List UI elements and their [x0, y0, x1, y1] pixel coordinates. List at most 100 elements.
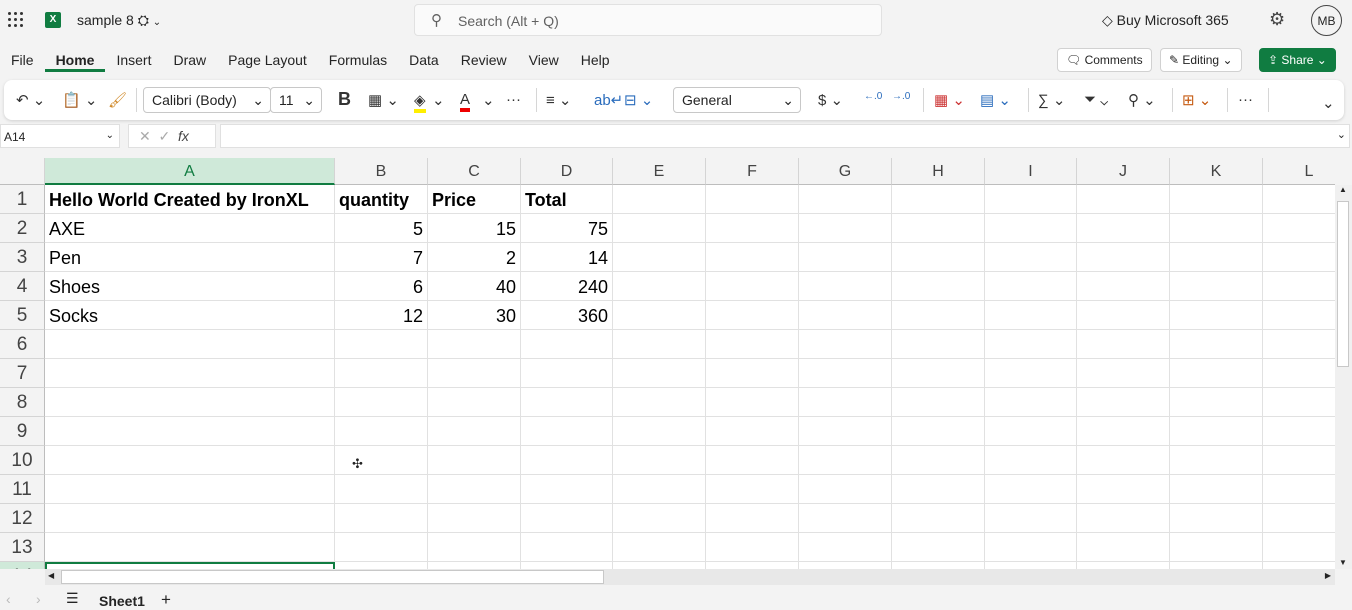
cell-L4[interactable]: [1263, 272, 1335, 301]
cell-D11[interactable]: [521, 475, 613, 504]
cell-I12[interactable]: [985, 504, 1077, 533]
expand-formula-bar-icon[interactable]: ⌄: [1336, 129, 1346, 141]
formula-input[interactable]: [220, 124, 1350, 148]
currency-icon[interactable]: $ ⌄: [818, 92, 844, 109]
cell-I13[interactable]: [985, 533, 1077, 562]
tab-home[interactable]: Home: [44, 50, 106, 72]
decrease-decimal-icon[interactable]: →.0: [892, 91, 911, 102]
row-header-4[interactable]: 4: [0, 272, 45, 301]
cell-H7[interactable]: [892, 359, 985, 388]
format-painter-icon[interactable]: 🖌: [108, 92, 128, 109]
cell-A12[interactable]: [45, 504, 335, 533]
cell-F2[interactable]: [706, 214, 799, 243]
cell-D2[interactable]: 75: [521, 214, 613, 243]
cell-G14[interactable]: [799, 562, 892, 569]
cell-I1[interactable]: [985, 185, 1077, 214]
cell-D13[interactable]: [521, 533, 613, 562]
cell-J1[interactable]: [1077, 185, 1170, 214]
cell-H4[interactable]: [892, 272, 985, 301]
cell-G11[interactable]: [799, 475, 892, 504]
cell-A13[interactable]: [45, 533, 335, 562]
cell-L10[interactable]: [1263, 446, 1335, 475]
tab-review[interactable]: Review: [460, 52, 507, 68]
cell-G8[interactable]: [799, 388, 892, 417]
cell-E13[interactable]: [613, 533, 706, 562]
cell-E14[interactable]: [613, 562, 706, 569]
find-icon[interactable]: ⚲ ⌄: [1128, 92, 1156, 109]
cell-F8[interactable]: [706, 388, 799, 417]
cell-L9[interactable]: [1263, 417, 1335, 446]
cell-D14[interactable]: [521, 562, 613, 569]
format-as-table-icon[interactable]: ▤ ⌄: [980, 92, 1011, 109]
cell-C8[interactable]: [428, 388, 521, 417]
cell-D3[interactable]: 14: [521, 243, 613, 272]
cell-F10[interactable]: [706, 446, 799, 475]
tab-page-layout[interactable]: Page Layout: [228, 52, 307, 68]
font-color-icon[interactable]: A: [460, 91, 471, 112]
cell-F14[interactable]: [706, 562, 799, 569]
cell-K4[interactable]: [1170, 272, 1263, 301]
settings-gear-icon[interactable]: ⚙: [1269, 9, 1286, 29]
cell-D8[interactable]: [521, 388, 613, 417]
add-sheet-icon[interactable]: +: [161, 590, 171, 609]
cell-L6[interactable]: [1263, 330, 1335, 359]
autosum-icon[interactable]: ∑ ⌄: [1038, 92, 1066, 109]
cell-B11[interactable]: [335, 475, 428, 504]
cell-G2[interactable]: [799, 214, 892, 243]
column-header-E[interactable]: E: [613, 158, 706, 185]
align-icon[interactable]: ≡ ⌄: [546, 92, 572, 109]
cell-A11[interactable]: [45, 475, 335, 504]
cell-C13[interactable]: [428, 533, 521, 562]
cell-L5[interactable]: [1263, 301, 1335, 330]
column-header-C[interactable]: C: [428, 158, 521, 185]
cell-B3[interactable]: 7: [335, 243, 428, 272]
cell-E11[interactable]: [613, 475, 706, 504]
cell-H1[interactable]: [892, 185, 985, 214]
cell-F1[interactable]: [706, 185, 799, 214]
cell-C4[interactable]: 40: [428, 272, 521, 301]
fill-color-icon[interactable]: ◈: [414, 91, 426, 113]
undo-icon[interactable]: ↶ ⌄: [16, 92, 46, 109]
cell-H12[interactable]: [892, 504, 985, 533]
cell-B10[interactable]: [335, 446, 428, 475]
all-sheets-icon[interactable]: ☰: [66, 590, 79, 606]
tab-formulas[interactable]: Formulas: [328, 52, 388, 68]
next-sheet-icon[interactable]: ›: [36, 591, 41, 607]
cell-K6[interactable]: [1170, 330, 1263, 359]
cell-I11[interactable]: [985, 475, 1077, 504]
prev-sheet-icon[interactable]: ‹: [6, 591, 11, 607]
row-header-12[interactable]: 12: [0, 504, 45, 533]
cell-I7[interactable]: [985, 359, 1077, 388]
cell-B1[interactable]: quantity: [335, 185, 428, 214]
cell-C3[interactable]: 2: [428, 243, 521, 272]
row-header-10[interactable]: 10: [0, 446, 45, 475]
cell-K13[interactable]: [1170, 533, 1263, 562]
cell-G12[interactable]: [799, 504, 892, 533]
cell-E1[interactable]: [613, 185, 706, 214]
cell-H10[interactable]: [892, 446, 985, 475]
cell-G1[interactable]: [799, 185, 892, 214]
cell-F7[interactable]: [706, 359, 799, 388]
cell-J10[interactable]: [1077, 446, 1170, 475]
row-header-6[interactable]: 6: [0, 330, 45, 359]
tab-view[interactable]: View: [528, 52, 559, 68]
cell-E6[interactable]: [613, 330, 706, 359]
cell-I8[interactable]: [985, 388, 1077, 417]
more-options-icon[interactable]: ···: [506, 91, 521, 108]
column-header-B[interactable]: B: [335, 158, 428, 185]
cell-J3[interactable]: [1077, 243, 1170, 272]
cell-G10[interactable]: [799, 446, 892, 475]
cell-D9[interactable]: [521, 417, 613, 446]
cell-F9[interactable]: [706, 417, 799, 446]
vertical-scrollbar[interactable]: ▲ ▼: [1335, 185, 1352, 569]
cell-F5[interactable]: [706, 301, 799, 330]
sort-filter-icon[interactable]: ⏷ ⌄: [1084, 91, 1109, 108]
cell-A9[interactable]: [45, 417, 335, 446]
scroll-up-icon[interactable]: ▲: [1339, 185, 1347, 194]
cell-I6[interactable]: [985, 330, 1077, 359]
cell-J9[interactable]: [1077, 417, 1170, 446]
tab-draw[interactable]: Draw: [173, 52, 207, 68]
cell-G3[interactable]: [799, 243, 892, 272]
sheet-tab[interactable]: Sheet1: [99, 593, 145, 609]
cell-H14[interactable]: [892, 562, 985, 569]
